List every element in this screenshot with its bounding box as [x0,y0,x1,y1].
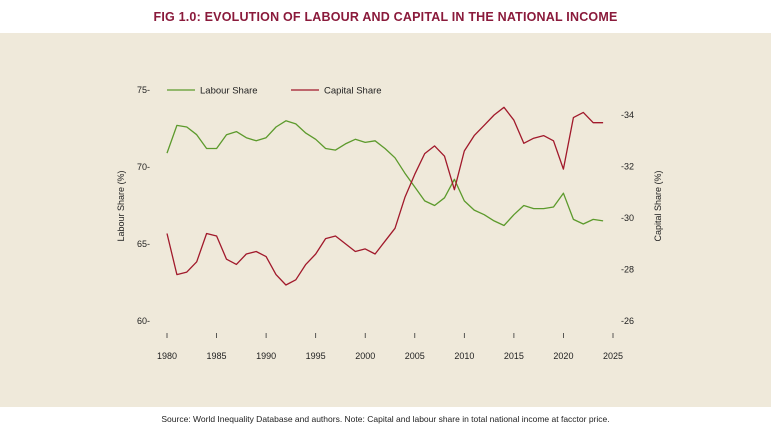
capital-share-line [166,106,604,286]
y-left-tick-label: 75- [137,85,150,95]
y-left-tick-label: 70- [137,162,150,172]
y-left-tick-label: 60- [137,316,150,326]
y-right-tick-label: -30 [621,213,634,223]
x-tick-label: 1990 [256,351,276,361]
y-right-tick-label: -28 [621,265,634,275]
y-left-tick-label: 65- [137,239,150,249]
labour-share-line [166,120,604,227]
x-tick-label: 1985 [207,351,227,361]
chart-panel [0,33,771,407]
y-right-axis-label: Capital Share (%) [653,170,663,241]
y-right-tick-label: -32 [621,162,634,172]
x-tick-label: 1980 [157,351,177,361]
source-note: Source: World Inequality Database and au… [161,414,610,424]
x-tick-label: 2000 [355,351,375,361]
x-tick-label: 2005 [405,351,425,361]
x-tick-label: 2015 [504,351,524,361]
y-right-tick-label: -34 [621,110,634,120]
x-tick-label: 1995 [306,351,326,361]
x-tick-label: 2010 [454,351,474,361]
legend-capital-label: Capital Share [324,86,382,97]
legend-labour-label: Labour Share [200,86,258,97]
y-left-axis-label: Labour Share (%) [116,170,126,241]
figure-title: FIG 1.0: EVOLUTION OF LABOUR AND CAPITAL… [153,10,618,24]
x-tick-label: 2025 [603,351,623,361]
x-tick-label: 2020 [553,351,573,361]
axes: 1980 1985 1990 1995 2000 2005 2010 2015 2020 2025… [137,85,634,361]
y-right-tick-label: -26 [621,316,634,326]
legend: Labour Share Capital Share [167,86,382,97]
series-lines [166,106,604,286]
